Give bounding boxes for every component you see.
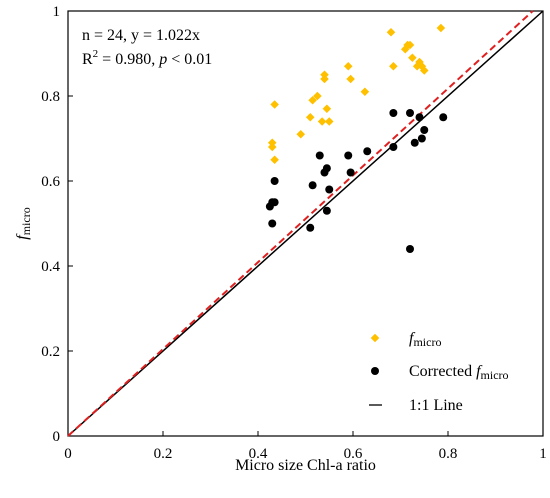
fmicro-point	[436, 23, 446, 33]
legend-corrected-sub: micro	[481, 368, 509, 382]
x-tick-label: 0.2	[154, 446, 173, 462]
legend: fmicro Corrected fmicro 1:1 Line	[369, 330, 509, 414]
legend-label-corrected: Corrected fmicro	[409, 363, 509, 382]
fmicro-point	[308, 95, 317, 105]
fmicro-point	[270, 100, 279, 109]
fmicro-point	[313, 91, 322, 101]
legend-label-fmicro: fmicro	[409, 330, 441, 349]
regression-line	[67, 10, 534, 437]
fmicro-point	[322, 104, 332, 114]
corrected-fmicro-point	[270, 177, 279, 185]
annotation-p-letter: p	[158, 51, 167, 68]
y-tick-label: 0.8	[41, 89, 60, 105]
fmicro-point	[305, 112, 315, 122]
fmicro-point	[324, 117, 334, 126]
corrected-fmicro-point	[315, 151, 324, 160]
x-axis-ticks: 0 0.2 0.4 0.6 0.8 1	[64, 431, 547, 462]
y-axis-title-main: f	[14, 233, 31, 240]
legend-item-fmicro: fmicro	[370, 330, 441, 349]
annotation-r2-value: = 0.980,	[98, 51, 159, 68]
legend-fmicro-sub: micro	[413, 335, 441, 349]
legend-item-one-to-one: 1:1 Line	[369, 397, 463, 414]
corrected-fmicro-point	[344, 151, 353, 160]
reference-lines	[67, 10, 544, 437]
fmicro-point	[405, 40, 415, 50]
plot-area: 0 0.2 0.4 0.6 0.8 1 0 0.2 0.4 0.6 0.8 1	[41, 4, 547, 462]
annotation-r-letter: R	[82, 51, 93, 68]
corrected-fmicro-point	[439, 113, 448, 122]
fmicro-point	[389, 61, 398, 71]
legend-item-corrected: Corrected fmicro	[371, 363, 509, 382]
fmicro-point	[360, 87, 370, 97]
y-tick-label: 0.4	[41, 259, 60, 275]
corrected-fmicro-point	[406, 109, 414, 117]
fmicro-point	[267, 138, 277, 148]
fmicro-point	[346, 74, 355, 84]
corrected-fmicro-point	[346, 168, 355, 177]
plot-frame	[67, 10, 544, 437]
x-tick-label: 1	[539, 446, 547, 462]
y-tick-label: 0	[53, 429, 61, 445]
fmicro-point	[270, 155, 279, 165]
annotation-r2-superscript: 2	[93, 48, 99, 60]
legend-label-one-to-one: 1:1 Line	[409, 397, 463, 414]
fmicro-point	[412, 61, 422, 71]
y-tick-label: 0.2	[41, 344, 60, 360]
fmicro-point	[408, 53, 417, 63]
legend-corrected-prefix: Corrected	[409, 363, 476, 380]
x-tick-label: 0.8	[439, 446, 458, 462]
legend-marker-diamond	[370, 333, 380, 343]
corrected-fmicro-point	[322, 206, 331, 215]
legend-fmicro-f: f	[409, 330, 416, 347]
corrected-fmicro-point	[417, 134, 426, 143]
fmicro-point	[317, 117, 327, 126]
fmicro-point	[400, 44, 410, 54]
x-tick-label: 0	[64, 446, 72, 462]
legend-corrected-f: f	[476, 363, 483, 380]
corrected-fmicro-point	[268, 219, 277, 228]
x-tick-label: 0.4	[249, 446, 268, 462]
corrected-fmicro-point	[415, 113, 424, 122]
corrected-fmicro-point	[308, 181, 317, 190]
corrected-fmicro-point	[420, 126, 429, 134]
fmicro-point	[386, 27, 396, 37]
annotation-equation: n = 24, y = 1.022x	[82, 27, 200, 44]
corrected-fmicro-point	[406, 245, 414, 253]
one-to-one-line	[67, 10, 544, 437]
data-points	[265, 23, 448, 253]
corrected-fmicro-point	[322, 164, 331, 173]
legend-marker-circle	[371, 367, 379, 375]
corrected-fmicro-point	[389, 109, 398, 117]
corrected-fmicro-point	[389, 143, 398, 151]
fmicro-point	[419, 66, 429, 75]
fmicro-point	[320, 70, 329, 80]
y-tick-label: 0.6	[41, 174, 60, 190]
corrected-fmicro-point	[410, 138, 419, 147]
y-axis-ticks: 0 0.2 0.4 0.6 0.8 1	[41, 4, 73, 445]
fmicro-point	[296, 129, 306, 139]
y-tick-label: 1	[53, 4, 61, 20]
annotation-r2: R2 = 0.980, p < 0.01	[82, 48, 212, 68]
corrected-fmicro-point	[306, 223, 315, 232]
regression-annotation: n = 24, y = 1.022x R2 = 0.980, p < 0.01	[82, 27, 212, 68]
y-axis-title-sub: micro	[19, 207, 33, 235]
corrected-fmicro-point	[363, 147, 372, 156]
y-axis-title: fmicro	[14, 207, 33, 239]
corrected-fmicro-point	[325, 185, 334, 194]
annotation-p-value: < 0.01	[167, 51, 212, 68]
corrected-fmicro-point	[270, 198, 279, 207]
fmicro-point	[343, 61, 353, 71]
x-axis-title: Micro size Chl-a ratio	[235, 457, 376, 474]
x-tick-label: 0.6	[344, 446, 363, 462]
